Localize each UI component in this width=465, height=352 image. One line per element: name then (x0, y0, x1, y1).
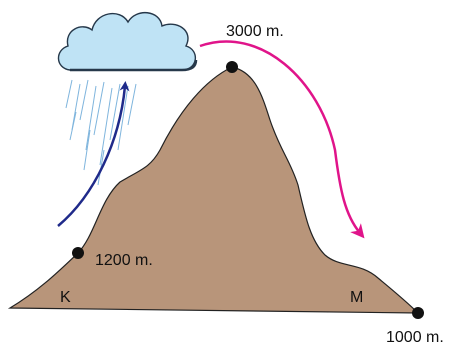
peak-dot (226, 61, 238, 73)
slope-label: 1200 m. (95, 252, 153, 269)
base-label: 1000 m. (386, 329, 444, 346)
base-dot (412, 307, 424, 319)
diagram: 3000 m. 1200 m. 1000 m. K M (0, 0, 465, 352)
slope-dot (72, 247, 84, 259)
region-label: K (60, 289, 71, 306)
cloud (58, 13, 195, 70)
peak-label: 3000 m. (226, 23, 284, 40)
region-label: M (350, 289, 363, 306)
mountain (10, 67, 418, 313)
